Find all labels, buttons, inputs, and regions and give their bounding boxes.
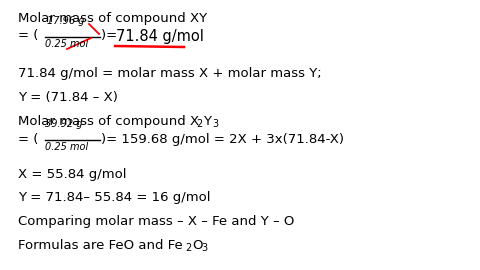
Text: Formulas are FeO and Fe: Formulas are FeO and Fe <box>18 239 183 252</box>
Text: Y = 71.84– 55.84 = 16 g/mol: Y = 71.84– 55.84 = 16 g/mol <box>18 191 211 204</box>
Text: X = 55.84 g/mol: X = 55.84 g/mol <box>18 168 127 181</box>
Text: Y: Y <box>203 115 211 128</box>
Text: = (: = ( <box>18 29 38 42</box>
Text: )= 159.68 g/mol = 2X + 3x(71.84-X): )= 159.68 g/mol = 2X + 3x(71.84-X) <box>101 133 344 146</box>
Text: 17.96 g: 17.96 g <box>47 16 84 26</box>
Text: )=: )= <box>101 29 121 42</box>
Text: 2: 2 <box>196 119 202 129</box>
Text: O: O <box>192 239 203 252</box>
Text: 0.25 mol: 0.25 mol <box>45 39 88 49</box>
Text: 3: 3 <box>212 119 218 129</box>
Text: Y = (71.84 – X): Y = (71.84 – X) <box>18 91 118 104</box>
Text: = (: = ( <box>18 133 38 146</box>
Text: Molar mass of compound XY: Molar mass of compound XY <box>18 12 207 25</box>
Text: 0.25 mol: 0.25 mol <box>45 142 88 152</box>
Text: 71.84 g/mol: 71.84 g/mol <box>116 29 204 43</box>
Text: 2: 2 <box>185 243 191 253</box>
Text: 3: 3 <box>201 243 207 253</box>
Text: Molar mass of compound X: Molar mass of compound X <box>18 115 199 128</box>
Text: 71.84 g/mol = molar mass X + molar mass Y;: 71.84 g/mol = molar mass X + molar mass … <box>18 67 322 80</box>
Text: 39.92 g: 39.92 g <box>45 119 83 129</box>
Text: Comparing molar mass – X – Fe and Y – O: Comparing molar mass – X – Fe and Y – O <box>18 215 294 228</box>
